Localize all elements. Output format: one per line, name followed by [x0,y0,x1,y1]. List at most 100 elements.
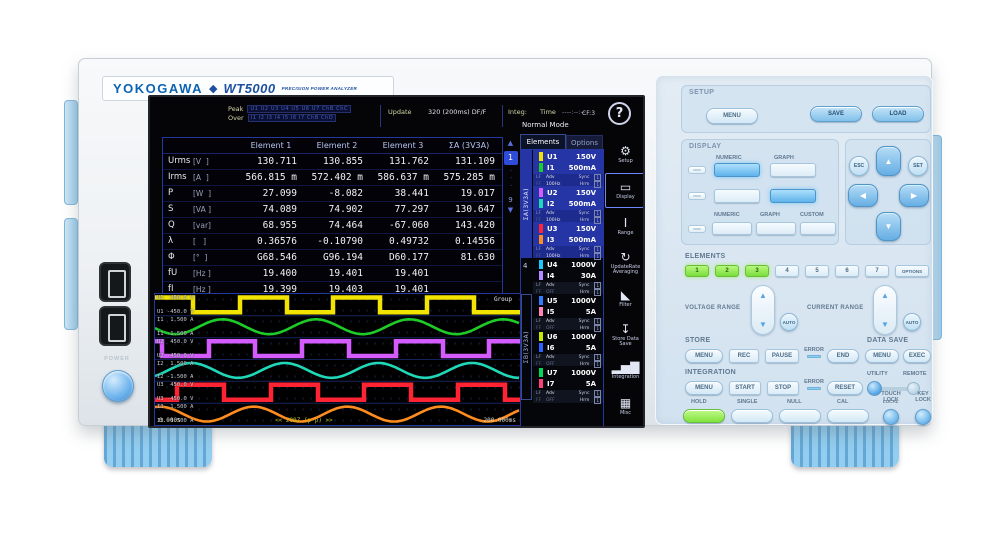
integration-stop-button[interactable]: STOP [767,381,799,395]
value-element2: 19.403 [328,284,363,295]
last-page[interactable]: 9 [508,195,513,204]
load-button[interactable]: LOAD [872,106,924,122]
element-config-item[interactable]: U2 150V I2 500mA LF Ad [533,186,603,224]
null-button[interactable] [779,409,821,423]
voltage-range-rocker[interactable]: ▲ ▼ [751,285,775,335]
screen-menu-button[interactable]: ▂▅▇ Integration [605,353,643,388]
element-options-button[interactable]: OPTIONS [895,265,929,277]
cursor-left-button[interactable]: ◀ [848,184,878,207]
cursor-up-button[interactable]: ▲ [876,146,901,176]
display1-graph-button[interactable] [770,163,816,177]
element-3-button[interactable]: 3 [745,265,769,277]
store-rec-button[interactable]: REC [729,349,759,363]
data-save-menu-button[interactable]: MENU [865,349,899,363]
element-config-item[interactable]: U6 1000V I6 5A LF Adv [533,330,603,368]
store-end-button[interactable]: END [827,349,859,363]
cursor-down-button[interactable]: ▼ [876,212,901,241]
usb-port-2[interactable] [99,306,131,346]
integration-menu-button[interactable]: MENU [685,381,723,395]
screen-menu-button[interactable]: I Range [605,209,643,244]
current-range-up-icon[interactable]: ▲ [881,291,889,300]
value-element3: 38.441 [394,188,429,199]
element-config-item[interactable]: U7 1000V I7 5A LF Adv [533,366,603,404]
display2-numeric-button[interactable] [714,189,760,203]
single-button[interactable] [731,409,773,423]
integration-error-indicator: ERROR [801,379,827,390]
cal-button[interactable] [827,409,869,423]
touch-lock-button[interactable] [883,409,899,425]
voltage-range-down-icon[interactable]: ▼ [759,320,767,329]
voltage-color-swatch [539,332,543,341]
value-element2: 130.855 [322,156,363,167]
integration-reset-button[interactable]: RESET [827,381,863,395]
display-indicator-3[interactable] [688,225,706,233]
setup-menu-button[interactable]: MENU [706,108,758,124]
screen-menu-button[interactable]: ↻ UpdateRate Averaging [605,245,643,280]
display-indicator-1[interactable] [688,166,706,174]
power-button[interactable] [102,370,134,402]
page-down-icon[interactable]: ▼ [507,205,514,214]
element-config-item[interactable]: U3 150V I3 500mA LF Ad [533,222,603,260]
line-filter-value: 100Hz [546,253,561,259]
element-2-button[interactable]: 2 [715,265,739,277]
store-pause-button[interactable]: PAUSE [765,349,799,363]
voltage-color-swatch [539,224,543,233]
page-up-icon[interactable]: ▲ [507,139,514,147]
waveform-trace-I3 [155,405,520,423]
element-6-button[interactable]: 6 [835,265,859,277]
screen-menu-button[interactable]: ▦ Misc [605,389,643,424]
element-5-button[interactable]: 5 [805,265,829,277]
remote-button[interactable] [907,382,920,395]
display-indicator-2[interactable] [688,192,706,200]
value-element1: 74.089 [262,204,297,215]
table-row: Urms [V ] 130.711 130.855 131.762 131.10… [163,154,502,170]
utility-button[interactable] [867,381,882,396]
display-section: DISPLAY NUMERIC GRAPH NUMERIC GRAPH CUST… [681,139,839,245]
display3-graph-button[interactable] [756,222,796,235]
voltage-auto-button[interactable]: AUTO [780,313,798,331]
adv-label: Adv [546,210,555,216]
screen-menu-button[interactable]: ↧ Store Data Save [605,317,643,352]
element-config-item[interactable]: U1 150V I1 500mA LF Ad [533,150,603,188]
help-button[interactable]: ? [608,102,631,125]
element-1-button[interactable]: 1 [685,265,709,277]
over-channel-list: I1 I2 I3 I4 I5 I6 I7 ChB ChD [247,114,337,122]
tab-options[interactable]: Options [566,135,603,149]
value-element3: 131.762 [388,156,429,167]
current-color-swatch [539,235,543,244]
table-body: Urms [V ] 130.711 130.855 131.762 131.10… [163,154,502,297]
screen-menu-button[interactable]: ◣ Filter [605,281,643,316]
element-advanced-settings: LF Adv Sync 1 FF 100Hz Hrm 1 [533,210,603,224]
scale-min-U3: U3 -450.0 V [157,396,194,403]
current-channel: I4 [547,271,555,280]
integration-start-button[interactable]: START [729,381,761,395]
esc-button[interactable]: ESC [849,156,869,176]
hold-button[interactable] [683,409,725,423]
display3-numeric-button[interactable] [712,222,752,235]
measurement-unit: [V ] [193,157,209,166]
set-button[interactable]: SET [908,156,928,176]
element-4-button[interactable]: 4 [775,265,799,277]
element-config-item[interactable]: U5 1000V I5 5A LF Adv [533,294,603,332]
display2-graph-button[interactable] [770,189,816,203]
display3-custom-button[interactable] [800,222,836,235]
data-save-exec-button[interactable]: EXEC [903,349,931,363]
lf-label: LF [536,318,542,324]
tab-elements[interactable]: Elements [520,134,566,149]
element-config-item[interactable]: U4 1000V I4 30A LF Adv [533,258,603,296]
current-range-down-icon[interactable]: ▼ [881,320,889,329]
screen-menu-button[interactable]: ⚙ Setup [605,137,643,172]
voltage-range-up-icon[interactable]: ▲ [759,291,767,300]
cursor-right-button[interactable]: ▶ [899,184,929,207]
current-range-rocker[interactable]: ▲ ▼ [873,285,897,335]
usb-port-1[interactable] [99,262,131,302]
display1-numeric-button[interactable] [714,163,760,177]
store-menu-button[interactable]: MENU [685,349,723,363]
key-lock-button[interactable] [915,409,931,425]
screen-menu-button[interactable]: ▭ Display [605,173,643,208]
save-button[interactable]: SAVE [810,106,862,122]
current-page[interactable]: 1 [503,151,518,165]
current-auto-button[interactable]: AUTO [903,313,921,331]
element-7-button[interactable]: 7 [865,265,889,277]
value-element1: 0.36576 [256,236,297,247]
